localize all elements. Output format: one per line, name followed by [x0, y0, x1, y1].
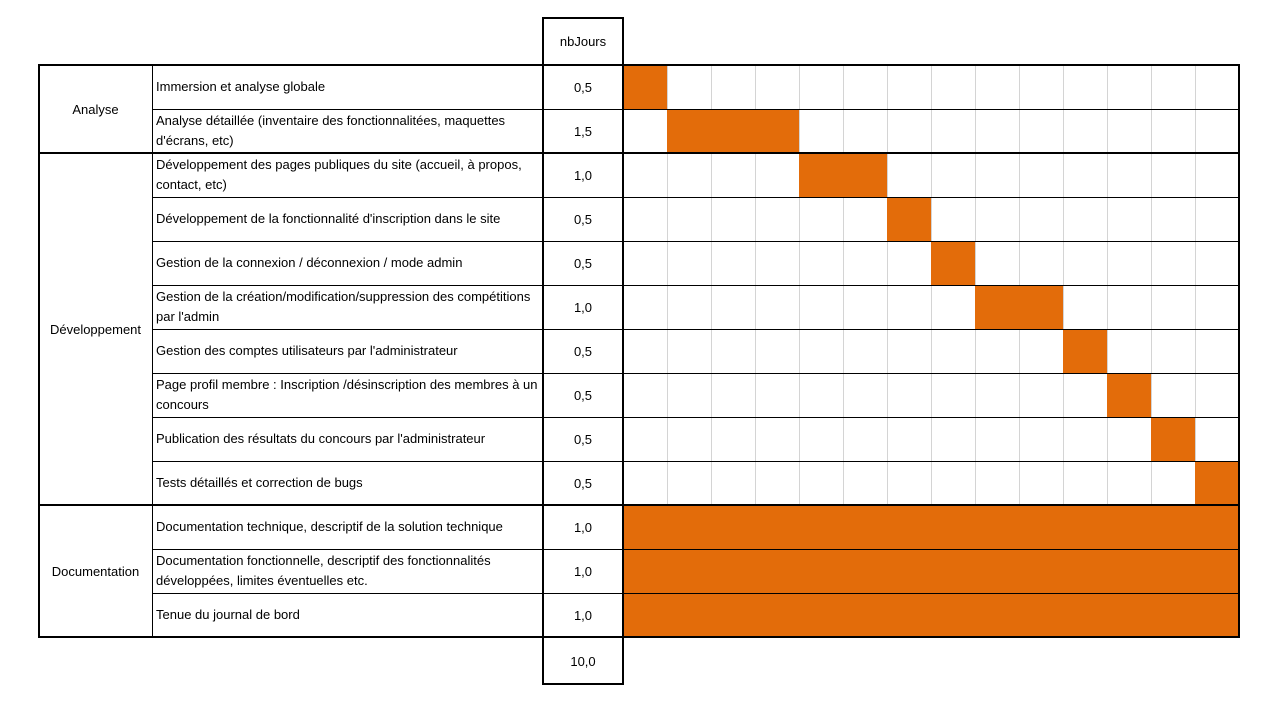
row-divider: [152, 109, 1239, 110]
timeline-gridline: [843, 65, 844, 637]
timeline-gridline: [711, 65, 712, 637]
task-days: 1,0: [573, 519, 593, 535]
gantt-bar: [799, 153, 887, 197]
task-days: 0,5: [573, 211, 593, 227]
gantt-bar: [1195, 461, 1239, 505]
gantt-bar: [623, 65, 667, 109]
days-column-border: [542, 17, 624, 685]
gantt-bar: [623, 549, 1239, 593]
footer-top-border: [543, 636, 623, 638]
task-days: 0,5: [573, 79, 593, 95]
task-name: Développement de la fonctionnalité d'ins…: [156, 211, 501, 226]
row-divider: [152, 373, 1239, 374]
row-divider: [152, 329, 1239, 330]
gantt-bar: [887, 197, 931, 241]
task-name: Analyse détaillée (inventaire des foncti…: [156, 113, 506, 148]
task-days: 1,0: [573, 167, 593, 183]
task-name: Gestion de la création/modification/supp…: [156, 289, 531, 324]
row-divider: [152, 593, 1239, 594]
task-name: Tests détaillés et correction de bugs: [156, 475, 363, 490]
task-days: 1,0: [573, 607, 593, 623]
timeline-gridline: [799, 65, 800, 637]
task-days: 0,5: [573, 255, 593, 271]
gantt-bar: [1107, 373, 1151, 417]
task-days: 0,5: [573, 387, 593, 403]
timeline-gridline: [1195, 65, 1196, 637]
task-name: Gestion de la connexion / déconnexion / …: [156, 255, 463, 270]
task-days: 1,0: [573, 299, 593, 315]
column-divider: [152, 65, 153, 637]
days-column-header: nbJours: [559, 33, 607, 49]
timeline-gridline: [1107, 65, 1108, 637]
gantt-bar: [623, 505, 1239, 549]
table-border: [38, 64, 1240, 638]
row-divider: [152, 549, 1239, 550]
phase-divider: [39, 152, 1239, 154]
phase-divider: [39, 504, 1239, 506]
phase-label: Documentation: [51, 563, 140, 579]
header-bottom-border: [543, 64, 623, 66]
task-days: 0,5: [573, 475, 593, 491]
timeline-gridline: [887, 65, 888, 637]
gantt-bar: [667, 109, 799, 153]
gantt-bar: [975, 285, 1063, 329]
phase-label: Développement: [49, 321, 142, 337]
gantt-bar: [1063, 329, 1107, 373]
task-days: 1,0: [573, 563, 593, 579]
task-name: Immersion et analyse globale: [156, 79, 326, 94]
task-days: 1,5: [573, 123, 593, 139]
gantt-bar: [623, 593, 1239, 637]
total-days: 10,0: [570, 653, 596, 669]
gantt-bar: [1151, 417, 1195, 461]
task-name: Publication des résultats du concours pa…: [156, 431, 486, 446]
timeline-gridline: [931, 65, 932, 637]
timeline-gridline: [755, 65, 756, 637]
task-name: Documentation technique, descriptif de l…: [156, 519, 503, 534]
task-name: Documentation fonctionnelle, descriptif …: [156, 553, 491, 588]
phase-label: Analyse: [72, 101, 119, 117]
gantt-bar: [931, 241, 975, 285]
timeline-gridline: [1151, 65, 1152, 637]
task-name: Tenue du journal de bord: [156, 607, 300, 622]
timeline-gridline: [667, 65, 668, 637]
task-name: Gestion des comptes utilisateurs par l'a…: [156, 343, 458, 358]
row-divider: [152, 417, 1239, 418]
row-divider: [152, 241, 1239, 242]
task-name: Page profil membre : Inscription /désins…: [156, 377, 538, 412]
task-days: 0,5: [573, 343, 593, 359]
timeline-gridline: [975, 65, 976, 637]
row-divider: [152, 285, 1239, 286]
row-divider: [152, 197, 1239, 198]
task-name: Développement des pages publiques du sit…: [156, 157, 522, 192]
timeline-gridline: [1019, 65, 1020, 637]
row-divider: [152, 461, 1239, 462]
task-days: 0,5: [573, 431, 593, 447]
